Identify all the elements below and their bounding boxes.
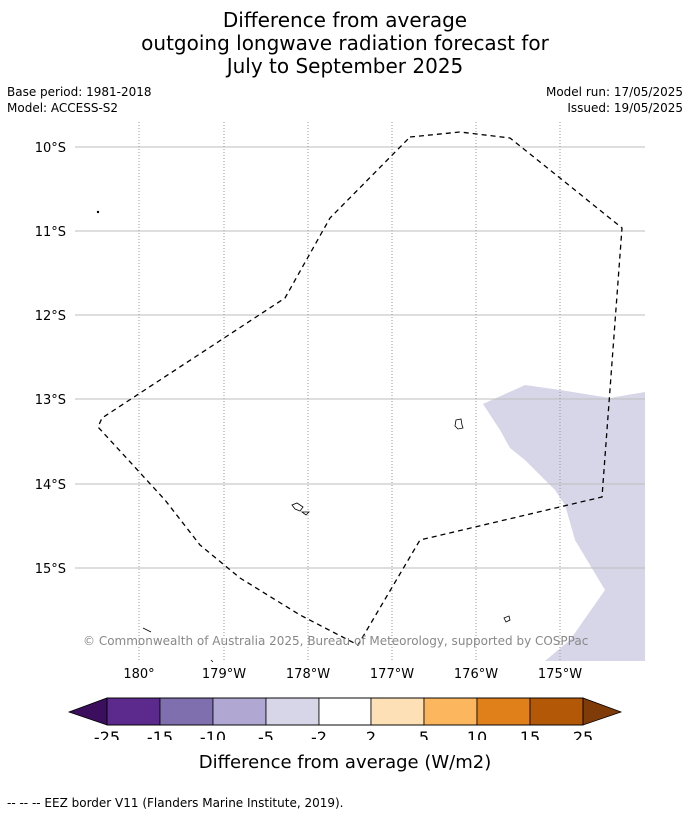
colorbar-bin — [476, 697, 531, 726]
islands — [96, 210, 511, 663]
colorbar-tick: -5 — [258, 728, 274, 740]
lon-label: 176°W — [454, 667, 498, 682]
colorbar-bin — [318, 697, 372, 726]
island-6 — [96, 210, 100, 214]
title-line-3: July to September 2025 — [226, 54, 464, 78]
colorbar-tick: -15 — [147, 728, 173, 740]
colorbar-tick: 10 — [467, 728, 487, 740]
colorbar-tick: -2 — [311, 728, 327, 740]
lon-label: 177°W — [370, 667, 414, 682]
lat-label: 13°S — [35, 393, 66, 408]
copyright-text: © Commonwealth of Australia 2025, Bureau… — [83, 634, 588, 648]
colorbar-tick: 2 — [366, 728, 376, 740]
lat-label: 11°S — [35, 225, 66, 240]
lon-labels: 180° 179°W 178°W 177°W 176°W 175°W — [123, 667, 582, 682]
model-run-text: Model run: 17/05/2025 — [545, 85, 683, 99]
lat-label: 15°S — [35, 562, 66, 577]
lon-label: 179°W — [202, 667, 246, 682]
colorbar-bin — [212, 697, 267, 726]
lat-gridlines — [75, 146, 645, 569]
colorbar-bin — [370, 697, 425, 726]
colorbar-ticks: -25 -15 -10 -5 -2 2 5 10 15 25 — [94, 728, 593, 740]
island-7 — [210, 659, 214, 663]
colorbar-tick: -25 — [94, 728, 120, 740]
eez-footnote: -- -- -- EEZ border V11 (Flanders Marine… — [7, 796, 344, 810]
eez-border — [97, 131, 623, 646]
colorbar-bin — [106, 697, 161, 726]
colorbar-bin — [423, 697, 478, 726]
title-line-1: Difference from average — [222, 8, 468, 32]
colorbar-tick: 15 — [520, 728, 540, 740]
lon-label: 180° — [123, 667, 154, 682]
anomaly-shading — [483, 385, 645, 661]
island-5 — [142, 627, 152, 633]
issued-text: Issued: 19/05/2025 — [567, 101, 683, 115]
base-period-text: Base period: 1981-2018 — [7, 85, 152, 99]
lat-labels: 10°S 11°S 12°S 13°S 14°S 15°S — [35, 141, 66, 577]
title-line-2: outgoing longwave radiation forecast for — [141, 31, 549, 55]
island-4 — [503, 615, 511, 623]
colorbar-tick: 5 — [419, 728, 429, 740]
colorbar-bin — [265, 697, 320, 726]
island-3 — [300, 511, 310, 516]
colorbar — [67, 697, 623, 726]
lat-label: 12°S — [35, 309, 66, 324]
colorbar-label: Difference from average (W/m2) — [198, 752, 492, 773]
colorbar-max-extension — [582, 697, 623, 726]
colorbar-min-extension — [67, 697, 108, 726]
lat-label: 14°S — [35, 478, 66, 493]
lat-label: 10°S — [35, 141, 66, 156]
island-2 — [291, 502, 304, 512]
colorbar-tick: 25 — [573, 728, 593, 740]
map-figure: 10°S 11°S 12°S 13°S 14°S 15°S 180° 179°W… — [35, 122, 645, 740]
lon-label: 175°W — [538, 667, 582, 682]
island-1 — [454, 418, 464, 430]
colorbar-tick: -10 — [200, 728, 226, 740]
colorbar-outline — [106, 697, 584, 726]
lon-label: 178°W — [286, 667, 330, 682]
colorbar-bin — [529, 697, 584, 726]
colorbar-bin — [159, 697, 214, 726]
model-text: Model: ACCESS-S2 — [7, 101, 119, 115]
lon-gridlines — [138, 122, 561, 661]
